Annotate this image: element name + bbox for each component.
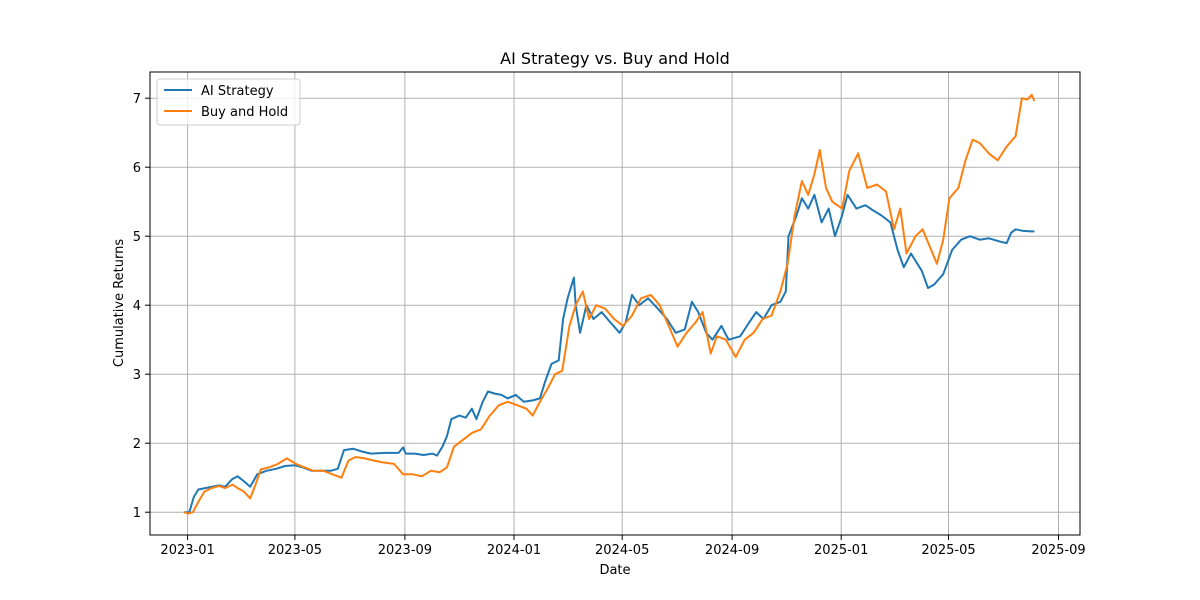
x-tick-label: 2025-09 <box>1031 543 1085 558</box>
legend-box <box>156 78 301 126</box>
grid-lines <box>150 72 1080 535</box>
x-tick-label: 2023-09 <box>378 543 432 558</box>
y-tick-label: 2 <box>133 437 141 452</box>
x-tick-label: 2025-01 <box>814 543 868 558</box>
y-axis-ticks: 1 2 3 4 5 6 7 <box>133 92 150 521</box>
y-tick-label: 3 <box>133 368 141 383</box>
chart-title: AI Strategy vs. Buy and Hold <box>500 49 730 68</box>
legend-label-ai-strategy: AI Strategy <box>201 84 274 99</box>
x-tick-label: 2024-01 <box>487 543 541 558</box>
x-tick-label: 2023-05 <box>268 543 322 558</box>
legend-label-buy-and-hold: Buy and Hold <box>201 105 288 120</box>
x-tick-label: 2023-01 <box>160 543 214 558</box>
legend: AI Strategy Buy and Hold <box>156 78 301 126</box>
y-tick-label: 1 <box>133 506 141 521</box>
series-line-ai-strategy <box>184 193 1035 514</box>
x-axis-ticks: 2023-01 2023-05 2023-09 2024-01 2024-05 2024-… <box>160 535 1086 558</box>
x-axis-label: Date <box>599 563 630 578</box>
series-line-buy-and-hold <box>183 93 1036 515</box>
y-tick-label: 7 <box>133 92 141 107</box>
plot-frame <box>149 71 1081 536</box>
y-tick-label: 4 <box>133 299 141 314</box>
y-tick-label: 5 <box>133 230 141 245</box>
series-lines <box>183 93 1036 515</box>
x-tick-label: 2024-09 <box>705 543 759 558</box>
x-tick-label: 2024-05 <box>595 543 649 558</box>
y-axis-label: Cumulative Returns <box>112 239 127 367</box>
x-tick-label: 2025-05 <box>921 543 975 558</box>
y-tick-label: 6 <box>133 161 141 176</box>
